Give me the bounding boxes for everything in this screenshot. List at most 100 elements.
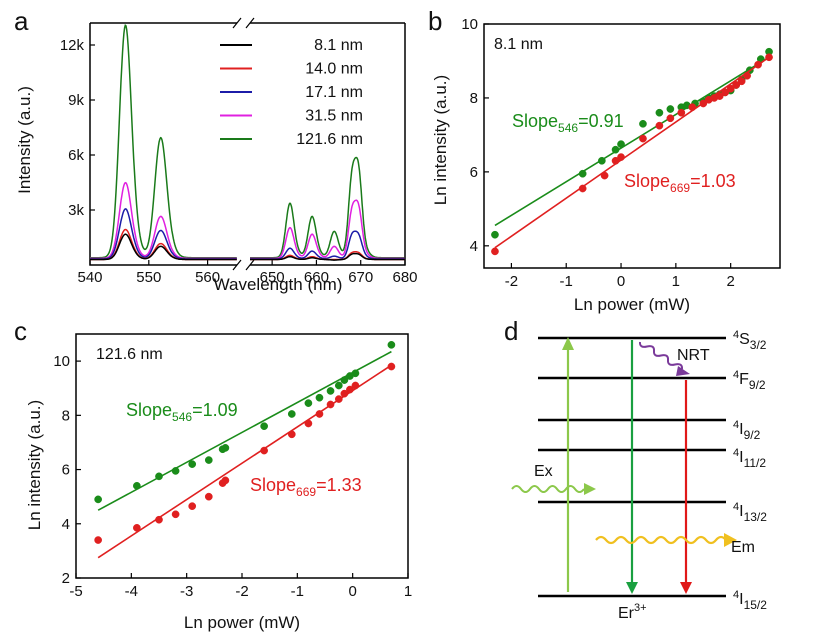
panel-b-point-669: [677, 108, 686, 117]
panel-d-level-label: 4S3/2: [733, 329, 767, 352]
panel-c-point-669: [304, 419, 313, 428]
panel-b-point-669: [600, 171, 609, 180]
panel-a-xtick-label: 550: [136, 269, 161, 286]
panel-c-xtick-label: -3: [180, 583, 193, 600]
panel-a-legend-label: 121.6 nm: [296, 131, 363, 148]
panel-b-ylabel: Ln intensity (a.u.): [431, 75, 450, 205]
panel-c-point-546: [260, 422, 268, 431]
panel-c-point-669: [326, 400, 335, 409]
panel-b-point-669: [743, 71, 751, 80]
panel-a-ytick-label: 9k: [68, 92, 84, 109]
panel-c-point-546: [221, 444, 230, 452]
panel-a-ytick-label: 6k: [68, 147, 84, 164]
panel-d-green-emission-arrowhead: [626, 582, 638, 594]
panel-d-ex-arrowhead: [584, 483, 596, 495]
panel-c-point-546: [340, 376, 349, 384]
panel-b-point-669: [578, 184, 587, 193]
panel-c-frame: [75, 333, 409, 579]
panel-a-ytick-label: 12k: [60, 37, 85, 54]
panel-label-d: d: [504, 316, 518, 346]
panel-a-xtick-label: 680: [392, 269, 417, 286]
panel-c-point-546: [171, 467, 180, 475]
panel-d-em-arrowhead: [724, 533, 737, 547]
panel-b-point-669: [666, 114, 675, 123]
panel-b-xtick-label: 1: [672, 273, 680, 290]
panel-b-point-546: [639, 119, 647, 128]
panel-b-point-669: [699, 99, 708, 108]
panel-c-point-669: [260, 446, 268, 455]
panel-c-point-546: [94, 495, 102, 504]
panel-d-excitation-arrowhead: [562, 337, 574, 350]
panel-c-ytick-label: 6: [62, 462, 70, 479]
panel-d-level-label: 4I11/2: [733, 447, 766, 470]
panel-c-point-669: [351, 381, 360, 390]
panel-c-ytick-label: 8: [62, 407, 70, 424]
panel-b-frame: [483, 23, 781, 269]
panel-c-ytick-label: 4: [62, 516, 70, 533]
panel-c-point-546: [351, 369, 360, 378]
panel-c-xtick-label: -1: [291, 583, 304, 600]
panel-a-series-8-1-nm-seg0: [90, 233, 237, 261]
panel-b-annotation: 8.1 nm: [494, 36, 543, 53]
panel-c-point-669: [334, 395, 343, 403]
panel-b-point-546: [598, 156, 606, 165]
panel-c-slope-label-669: Slope669=1.33: [250, 475, 362, 499]
panel-b-point-669: [639, 134, 647, 143]
panel-label-c: c: [14, 316, 27, 346]
panel-b-loglog: 8.1 nm Ln power (mW) Ln intensity (a.u.)…: [431, 16, 781, 314]
panel-d-nrt-label: NRT: [677, 347, 710, 364]
panel-a-legend-label: 17.1 nm: [305, 84, 363, 101]
panel-c-point-546: [326, 387, 335, 395]
panel-b-fit-line-546: [494, 56, 770, 227]
panel-d-level-label: 4I9/2: [733, 419, 761, 442]
panel-d-red-emission-arrowhead: [680, 582, 692, 594]
panel-b-point-669: [765, 53, 773, 62]
panel-c-ylabel: Ln intensity (a.u.): [25, 400, 44, 530]
panel-b-slope-label-669: Slope669=1.03: [624, 171, 736, 195]
panel-d-em-wave: [595, 535, 727, 545]
panel-c-xtick-label: 1: [404, 583, 412, 600]
panel-c-point-669: [171, 510, 180, 519]
panel-b-point-669: [491, 247, 499, 256]
panel-c-slope-label-546: Slope546=1.09: [126, 400, 238, 424]
panel-label-a: a: [14, 6, 29, 36]
panel-b-xtick-label: 2: [726, 273, 734, 290]
panel-c-xtick-label: -4: [125, 583, 138, 600]
panel-c-point-546: [155, 472, 163, 481]
panel-b-point-669: [726, 84, 735, 93]
panel-b-point-546: [655, 108, 664, 117]
panel-d-nrt-wave: [638, 341, 684, 370]
panel-a-series-121-6-nm-seg1: [250, 156, 405, 259]
panel-b-point-669: [721, 88, 730, 97]
panel-c-fit-line-669: [97, 364, 392, 559]
panel-a-ytick-label: 3k: [68, 202, 84, 219]
panel-b-point-669: [617, 153, 625, 161]
panel-c-point-546: [204, 456, 213, 464]
panel-a-legend-label: 31.5 nm: [305, 108, 363, 125]
panel-c-point-546: [304, 399, 313, 407]
panel-a-xtick-label: 670: [348, 269, 373, 286]
panel-c-point-546: [315, 393, 324, 402]
panel-a-legend-label: 8.1 nm: [314, 37, 363, 54]
panel-b-point-669: [715, 92, 724, 100]
panel-b-point-546: [666, 105, 675, 113]
panel-c-point-669: [204, 492, 213, 501]
panel-c-xtick-label: -2: [235, 583, 248, 600]
panel-c-point-669: [94, 536, 102, 544]
panel-b-slope-label-546: Slope546=0.91: [512, 111, 624, 135]
panel-c-point-669: [387, 362, 396, 371]
panel-c-loglog: 121.6 nm Ln power (mW) Ln intensity (a.u…: [25, 333, 412, 632]
panel-d-level-label: 4I13/2: [733, 501, 767, 524]
panel-d-energy-diagram: 4S3/2 4F9/2 4I9/2 4I11/2 4I13/2 4I15/2 Er3+ NRT…: [511, 329, 767, 622]
panel-a-spectrum: Wavelength (nm) Intensity (a.u.) 540 550 5…: [15, 17, 418, 294]
panel-c-point-669: [287, 430, 296, 439]
panel-b-ytick-label: 8: [470, 90, 478, 107]
panel-b-fit-line-669: [494, 56, 770, 249]
panel-c-xlabel: Ln power (mW): [184, 613, 300, 632]
panel-c-point-546: [287, 410, 296, 418]
panel-b-xtick-label: -2: [505, 273, 518, 290]
panel-c-point-669: [340, 389, 349, 398]
panel-c-annotation: 121.6 nm: [96, 346, 163, 363]
panel-c-point-669: [346, 385, 354, 394]
